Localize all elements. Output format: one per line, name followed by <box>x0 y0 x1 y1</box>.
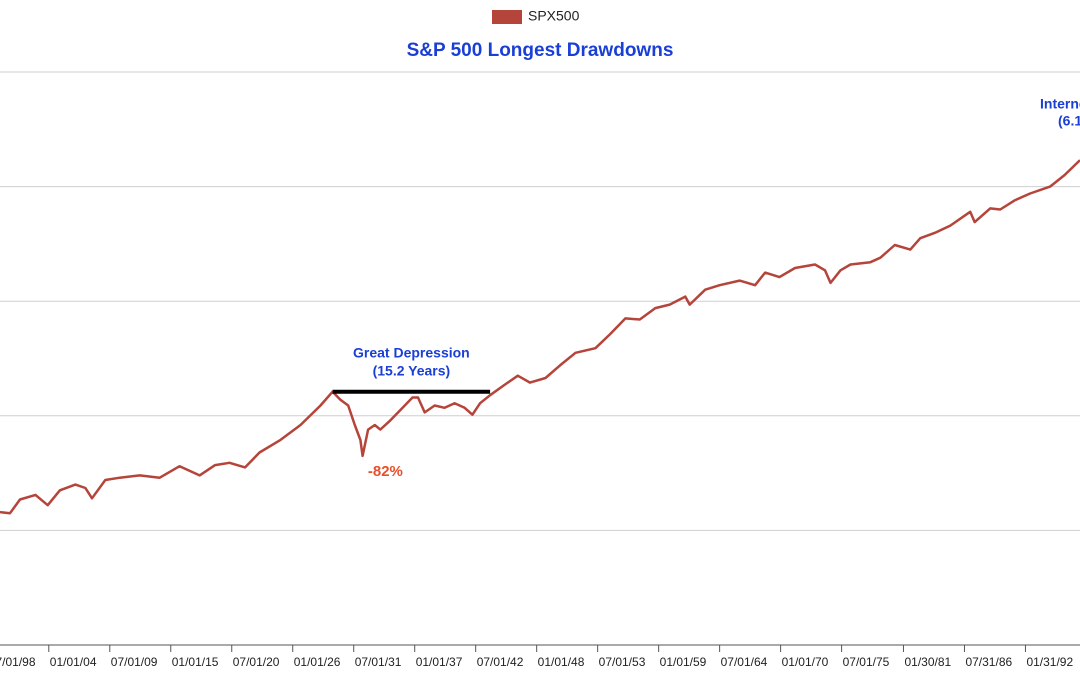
annotation-title: Great Depression <box>353 344 470 360</box>
x-tick-label: 07/01/42 <box>477 655 524 669</box>
legend-swatch <box>492 10 522 24</box>
chart-title: S&P 500 Longest Drawdowns <box>407 40 674 61</box>
legend-label: SPX500 <box>528 8 580 24</box>
x-tick-label: 01/01/15 <box>172 655 219 669</box>
x-tick-label: 07/01/53 <box>599 655 646 669</box>
x-tick-label: 07/01/31 <box>355 655 402 669</box>
drawdown-label: -82% <box>368 463 403 480</box>
annotation-subtitle: (6.1 Years) <box>1058 113 1080 129</box>
x-tick-label: 01/01/70 <box>782 655 829 669</box>
x-tick-label: 01/01/59 <box>660 655 707 669</box>
x-tick-label: 07/01/98 <box>0 655 36 669</box>
x-tick-label: 01/01/37 <box>416 655 463 669</box>
x-tick-label: 07/01/75 <box>843 655 890 669</box>
plot: Great Depression (15.2 Years) -82% Internet… <box>0 96 1080 515</box>
series-line <box>0 159 1080 515</box>
annotation-title: Internet Bubble <box>1040 96 1080 112</box>
annotation-subtitle: (15.2 Years) <box>373 362 451 378</box>
x-tick-label: 01/30/81 <box>904 655 951 669</box>
x-tick-label: 07/31/86 <box>965 655 1012 669</box>
x-tick-label: 07/01/64 <box>721 655 768 669</box>
x-tick-label: 01/31/92 <box>1026 655 1073 669</box>
x-tick-label: 01/01/04 <box>50 655 97 669</box>
grid: 07/01/98 01/01/04 07/01/09 01/01/15 07/01/20… <box>0 71 1080 669</box>
x-tick-label: 01/01/26 <box>294 655 341 669</box>
x-tick-label: 01/01/48 <box>538 655 585 669</box>
x-tick-label: 07/01/09 <box>111 655 158 669</box>
x-tick-label: 07/01/20 <box>233 655 280 669</box>
